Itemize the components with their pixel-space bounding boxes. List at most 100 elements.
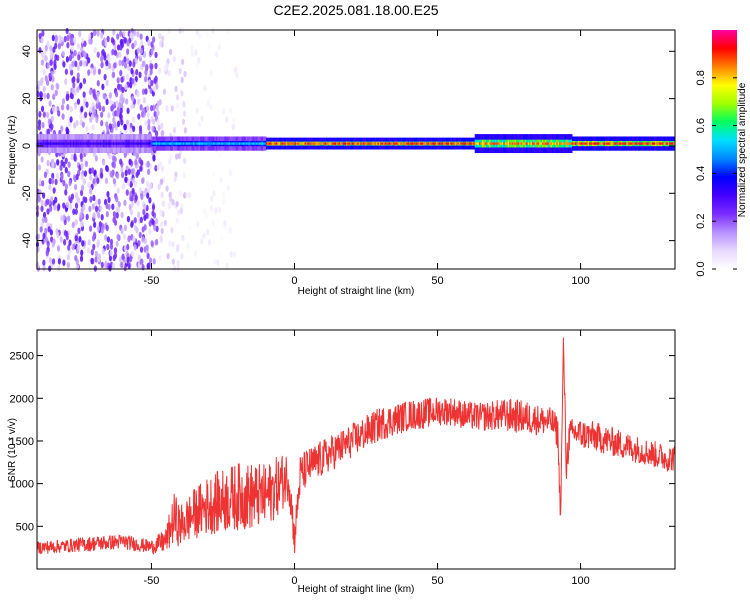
spectrogram-noise-cell: [51, 258, 56, 265]
spectrogram-noise-cell: [143, 76, 148, 83]
spectrogram-noise-cell: [133, 29, 137, 37]
spectrogram-noise-cell: [235, 71, 239, 79]
spectrogram-noise-cell: [144, 120, 148, 127]
spectrogram-noise-cell: [145, 63, 149, 71]
spectrogram-noise-cell: [170, 226, 174, 234]
spectrogram-band-cell: [128, 142, 131, 145]
spectrogram-noise-cell: [120, 166, 124, 174]
spectrogram-noise-cell: [132, 61, 136, 68]
spectrogram-noise-cell: [175, 153, 179, 160]
spectrogram-band-cell: [667, 142, 670, 145]
spectrogram-noise-cell: [131, 187, 135, 195]
spectrogram-band-cell: [74, 142, 77, 145]
spectrogram-noise-cell: [219, 253, 223, 260]
spectrogram-band-cell: [553, 142, 556, 145]
spectrogram-x-label: Height of straight line (km): [298, 286, 415, 297]
spectrogram-noise-cell: [147, 118, 151, 126]
spectrogram-band-cell: [491, 142, 494, 145]
spectrogram-band-cell: [386, 142, 388, 145]
spectrogram-noise-cell: [102, 159, 106, 166]
spectrogram-noise-cell: [97, 198, 101, 206]
spectrogram-noise-cell: [193, 250, 198, 258]
spectrogram-band-cell: [580, 142, 583, 145]
spectrogram-noise-cell: [92, 243, 96, 251]
spectrogram-band-cell: [434, 142, 437, 145]
spectrogram-band-cell: [271, 142, 274, 145]
spectrogram-noise-cell: [228, 226, 232, 234]
spectrogram-band-cell: [235, 142, 238, 145]
spectrogram-noise-cell: [64, 157, 68, 164]
spectrogram-band-cell: [503, 142, 506, 145]
spectrogram-band-cell: [417, 142, 420, 145]
spectrogram-noise-cell: [176, 102, 180, 110]
spectrogram-noise-cell: [88, 38, 92, 45]
spectrogram-noise-cell: [75, 258, 79, 265]
spectrogram-noise-cell: [96, 91, 100, 98]
spectrogram-noise-cell: [64, 183, 69, 190]
spectrogram-noise-cell: [66, 254, 70, 261]
spectrogram-band-cell: [560, 142, 563, 145]
spectrogram-noise-cell: [118, 101, 122, 109]
spectrogram-band-cell: [135, 142, 138, 145]
spectrogram-noise-cell: [71, 243, 75, 251]
spectrogram-band-cell: [623, 142, 626, 145]
colorbar-gradient: [712, 30, 737, 269]
spectrogram-band-cell: [616, 142, 619, 145]
spectrogram-band-cell: [102, 142, 105, 145]
spectrogram-noise-cell: [54, 36, 58, 44]
spectrogram-band-cell: [175, 142, 178, 145]
spectrogram-noise-cell: [60, 104, 65, 111]
spectrogram-noise-cell: [42, 50, 47, 57]
y-tick-label: 1500: [10, 436, 34, 448]
spectrogram-band-cell: [450, 142, 453, 145]
spectrogram-band-cell: [37, 142, 39, 145]
spectrogram-noise-cell: [207, 238, 211, 246]
spectrogram-noise-cell: [54, 196, 58, 204]
spectrogram-noise-cell: [100, 32, 104, 39]
spectrogram-noise-cell: [140, 111, 145, 118]
spectrogram-noise-cell: [152, 118, 156, 125]
spectrogram-band-cell: [58, 142, 61, 145]
spectrogram-band-cell: [411, 142, 414, 145]
spectrogram-noise-cell: [144, 88, 148, 95]
spectrogram-noise-cell: [167, 27, 172, 35]
spectrogram-noise-cell: [129, 81, 133, 89]
spectrogram-noise-cell: [207, 43, 211, 50]
spectrogram-noise-cell: [86, 247, 90, 254]
spectrogram-noise-cell: [76, 72, 80, 79]
spectrogram-noise-cell: [85, 125, 89, 132]
spectrogram-noise-cell: [121, 96, 125, 104]
spectrogram-band-cell: [433, 142, 436, 145]
spectrogram-band-cell: [670, 142, 673, 145]
spectrogram-band-cell: [240, 142, 243, 145]
spectrogram-noise-cell: [37, 80, 41, 87]
spectrogram-noise-cell: [48, 184, 52, 191]
spectrogram-noise-cell: [175, 200, 179, 208]
spectrogram-noise-cell: [42, 111, 46, 118]
spectrogram-noise-cell: [74, 60, 78, 68]
spectrogram-noise-cell: [100, 227, 104, 234]
spectrogram-band-cell: [327, 142, 330, 145]
spectrogram-noise-cell: [180, 90, 184, 97]
spectrogram-noise-cell: [100, 111, 104, 118]
spectrogram-noise-cell: [156, 118, 160, 126]
spectrogram-noise-cell: [161, 165, 165, 172]
spectrogram-noise-cell: [62, 61, 66, 68]
spectrogram-band-cell: [307, 142, 310, 145]
spectrogram-band-cell: [337, 142, 340, 145]
spectrogram-band-cell: [225, 142, 228, 145]
spectrogram-noise-cell: [135, 151, 139, 159]
spectrogram-noise-cell: [50, 196, 54, 203]
spectrogram-noise-cell: [157, 124, 161, 132]
spectrogram-band-cell: [510, 142, 513, 145]
spectrogram-noise-cell: [221, 107, 226, 115]
spectrogram-noise-cell: [232, 117, 236, 125]
spectrogram-noise-cell: [111, 103, 115, 111]
spectrogram-band-cell: [44, 142, 47, 145]
spectrogram-band-cell: [111, 142, 114, 145]
spectrogram-band-cell: [127, 142, 130, 145]
spectrogram-band-cell: [602, 142, 604, 145]
spectrogram-band-cell: [207, 142, 210, 145]
spectrogram-noise-cell: [61, 98, 66, 105]
spectrogram-noise-cell: [56, 231, 60, 239]
